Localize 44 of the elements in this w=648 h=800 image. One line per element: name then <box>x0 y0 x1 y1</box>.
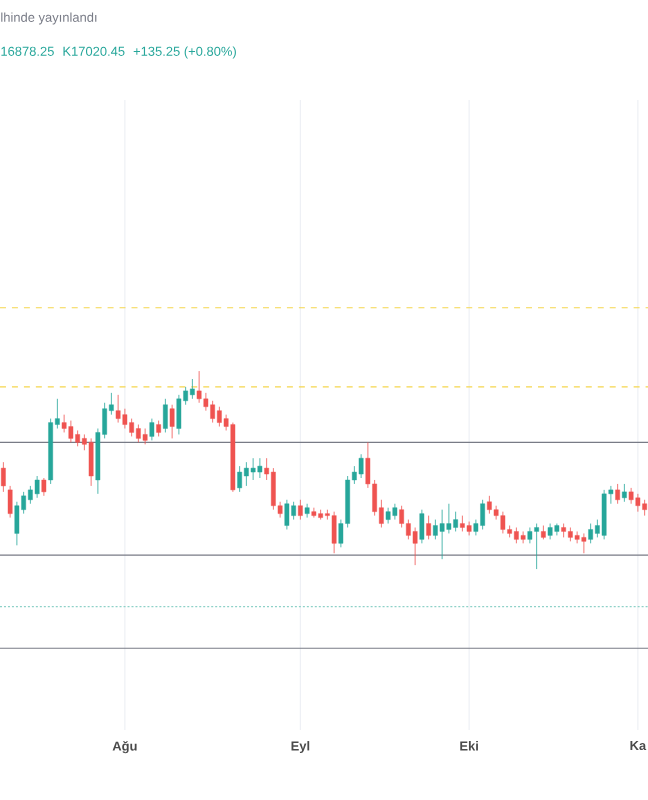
candlestick <box>298 499 303 520</box>
candlestick <box>446 503 452 534</box>
candlestick <box>399 505 404 528</box>
candlestick <box>163 398 168 433</box>
candlestick <box>419 509 425 544</box>
candlestick <box>142 428 148 445</box>
candlestick <box>358 453 364 479</box>
candlestick <box>615 483 620 505</box>
candlestick <box>547 523 553 540</box>
candlestick <box>149 418 155 441</box>
candlestick <box>439 509 445 560</box>
candlestick <box>635 493 641 513</box>
candlestick <box>244 461 249 487</box>
candlestick <box>534 523 539 570</box>
candlestick <box>210 400 215 423</box>
candlestick <box>217 406 222 427</box>
candlestick <box>588 523 593 544</box>
candlestick <box>176 394 182 435</box>
candlestick <box>392 503 398 520</box>
candlestick <box>190 378 195 400</box>
candlestick <box>385 507 391 524</box>
candlestick <box>169 404 175 439</box>
candlestick <box>480 499 485 530</box>
candlestick <box>68 420 74 443</box>
candlestick <box>331 511 337 554</box>
candlestick <box>500 511 506 534</box>
candlestick <box>271 467 276 511</box>
candlestick <box>581 533 587 554</box>
candlestick <box>88 438 94 487</box>
candlestick <box>412 527 418 566</box>
candlestick <box>304 503 310 518</box>
candlestick <box>196 370 202 404</box>
candlestick <box>237 465 242 493</box>
candlestick <box>115 394 121 423</box>
candlestick <box>466 521 472 536</box>
candlestick <box>250 457 256 481</box>
candlestick <box>601 489 607 540</box>
candlestick <box>453 511 458 532</box>
candlestick <box>628 487 634 505</box>
candlestick <box>426 515 431 540</box>
candlestick <box>520 531 526 544</box>
candlestick <box>34 475 40 499</box>
candlestick <box>257 457 263 479</box>
candlestick <box>284 499 290 530</box>
